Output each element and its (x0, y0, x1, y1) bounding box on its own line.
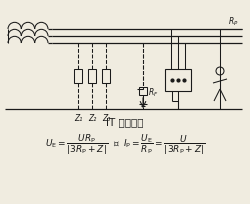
Text: IT 系统简图: IT 系统简图 (106, 116, 144, 126)
Text: $R_P$: $R_P$ (228, 16, 238, 28)
Bar (139, 88, 147, 95)
Text: $U_{\mathrm{E}}=\dfrac{UR_{\mathrm{P}}}{|3R_{\mathrm{P}}+Z|}$  和  $I_{\mathrm{P}: $U_{\mathrm{E}}=\dfrac{UR_{\mathrm{P}}}{… (45, 132, 205, 156)
Bar (74, 70, 82, 84)
Text: $R_F$: $R_F$ (148, 86, 158, 99)
Bar (88, 70, 96, 84)
Text: Z₁: Z₁ (74, 113, 82, 122)
Text: Z₃: Z₃ (102, 113, 110, 122)
Bar (165, 70, 191, 92)
Bar (102, 70, 110, 84)
Text: Z₂: Z₂ (88, 113, 96, 122)
